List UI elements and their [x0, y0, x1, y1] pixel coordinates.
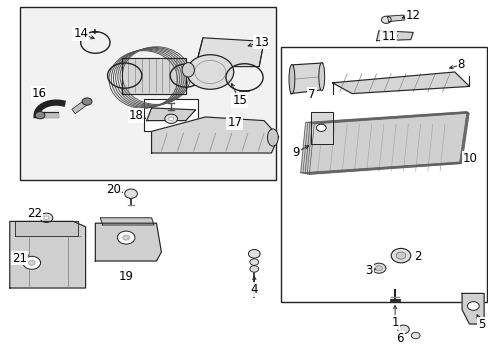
Polygon shape — [386, 15, 405, 22]
Polygon shape — [461, 293, 483, 324]
Circle shape — [410, 332, 419, 339]
Ellipse shape — [318, 63, 324, 91]
Polygon shape — [122, 58, 185, 94]
Text: 15: 15 — [232, 94, 246, 107]
Polygon shape — [376, 31, 412, 41]
Polygon shape — [151, 117, 278, 153]
Text: 7: 7 — [307, 88, 315, 101]
Polygon shape — [290, 63, 322, 94]
Circle shape — [168, 117, 173, 121]
Polygon shape — [305, 112, 467, 174]
Polygon shape — [310, 112, 332, 144]
Polygon shape — [15, 221, 78, 236]
Polygon shape — [306, 113, 468, 174]
Text: 12: 12 — [405, 9, 420, 22]
Circle shape — [35, 112, 45, 119]
Polygon shape — [100, 218, 154, 225]
Text: 2: 2 — [413, 250, 421, 263]
Text: 8: 8 — [456, 58, 464, 71]
Polygon shape — [332, 72, 468, 94]
Text: 9: 9 — [292, 146, 300, 159]
Circle shape — [249, 259, 258, 265]
Text: 13: 13 — [254, 36, 268, 49]
Circle shape — [44, 216, 49, 220]
Text: 11: 11 — [381, 30, 395, 42]
Text: 6: 6 — [395, 332, 403, 345]
Text: 10: 10 — [462, 152, 477, 165]
Polygon shape — [10, 221, 85, 288]
Circle shape — [248, 249, 260, 258]
Circle shape — [122, 235, 129, 240]
Polygon shape — [95, 223, 161, 261]
Text: 5: 5 — [477, 318, 485, 330]
Text: 16: 16 — [32, 87, 46, 100]
Circle shape — [467, 302, 478, 310]
Circle shape — [164, 114, 177, 123]
Text: 19: 19 — [119, 270, 133, 283]
Circle shape — [40, 213, 53, 222]
Polygon shape — [302, 112, 467, 173]
Polygon shape — [195, 38, 264, 67]
Bar — [281, 47, 486, 302]
Text: 18: 18 — [128, 109, 143, 122]
Text: 21: 21 — [12, 252, 27, 265]
Circle shape — [23, 256, 41, 269]
Ellipse shape — [182, 63, 194, 77]
Circle shape — [375, 266, 382, 271]
Text: 4: 4 — [250, 283, 258, 296]
Circle shape — [395, 252, 405, 259]
Text: 1: 1 — [390, 316, 398, 329]
Polygon shape — [146, 108, 195, 121]
Circle shape — [124, 189, 137, 198]
Text: 17: 17 — [227, 116, 242, 129]
Circle shape — [385, 32, 396, 40]
Circle shape — [117, 231, 135, 244]
Ellipse shape — [288, 64, 294, 94]
Circle shape — [82, 98, 92, 105]
Text: 20: 20 — [106, 183, 121, 196]
Circle shape — [316, 124, 325, 131]
Circle shape — [249, 266, 258, 272]
Circle shape — [186, 55, 233, 89]
Circle shape — [28, 260, 35, 265]
Text: 22: 22 — [27, 207, 41, 220]
Ellipse shape — [267, 129, 278, 146]
Polygon shape — [300, 112, 466, 173]
Text: 14: 14 — [73, 27, 88, 40]
Circle shape — [397, 325, 408, 334]
Circle shape — [381, 16, 390, 23]
Bar — [20, 7, 276, 180]
Circle shape — [390, 248, 410, 263]
Bar — [144, 99, 198, 131]
Polygon shape — [309, 113, 468, 174]
Circle shape — [371, 263, 385, 273]
Text: 3: 3 — [365, 264, 372, 277]
